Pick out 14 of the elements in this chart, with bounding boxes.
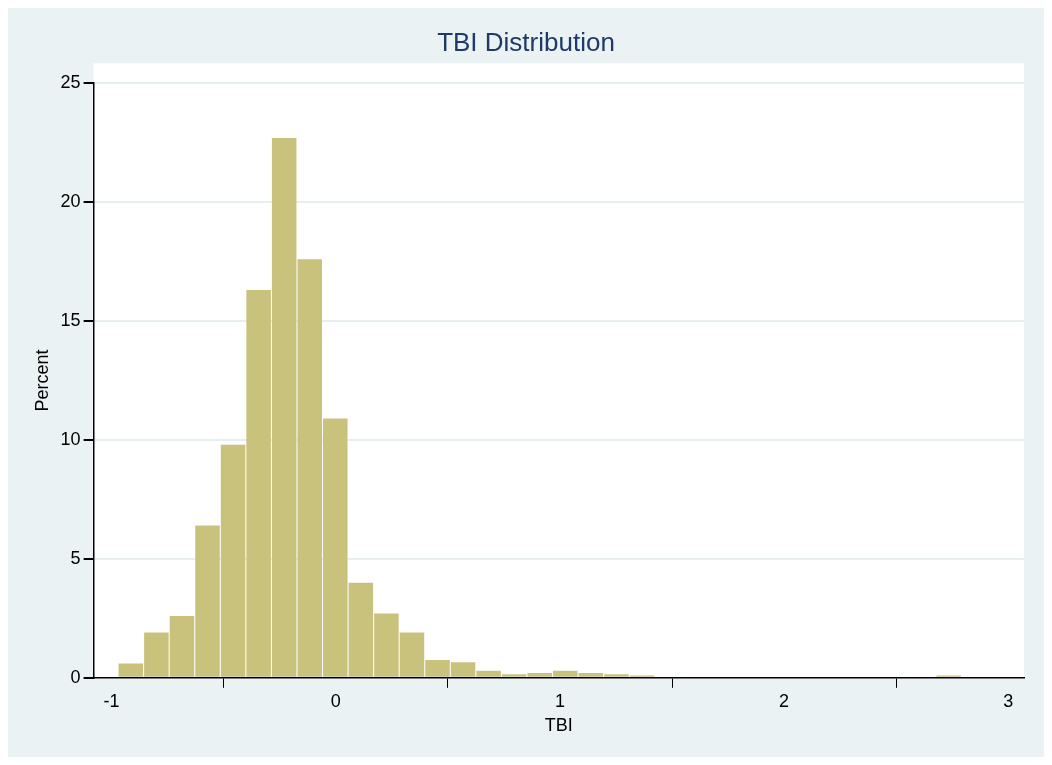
- x-axis-title: TBI: [544, 715, 573, 736]
- y-tick-label: 10: [60, 428, 81, 449]
- chart-title: TBI Distribution: [437, 26, 615, 57]
- y-tick-label: 5: [70, 547, 81, 568]
- x-tick-label: 3: [1003, 690, 1014, 711]
- x-tick-label: -1: [103, 690, 120, 711]
- y-tick-label: 25: [60, 72, 81, 93]
- y-tick-label: 0: [70, 666, 81, 687]
- x-tick-label: 0: [330, 690, 341, 711]
- y-tick-label: 20: [60, 191, 81, 212]
- x-tick-label: 1: [554, 690, 565, 711]
- x-tick-label: 2: [779, 690, 790, 711]
- y-tick-label: 15: [60, 310, 81, 331]
- y-axis-title: Percent: [31, 349, 52, 412]
